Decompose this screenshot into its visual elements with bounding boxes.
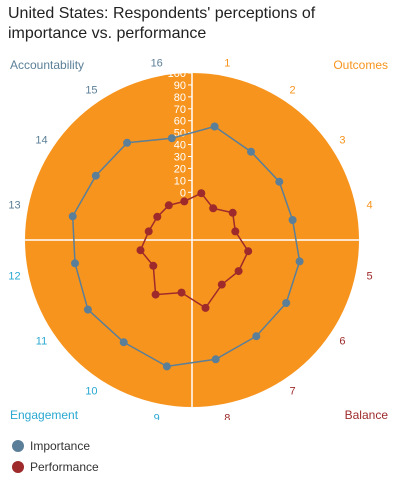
category-label: 14	[35, 134, 47, 146]
category-label: 1	[224, 57, 230, 69]
category-label: 7	[289, 385, 295, 397]
data-point-performance	[231, 227, 240, 236]
category-label: 10	[85, 385, 97, 397]
data-point-importance	[83, 305, 92, 314]
data-point-importance	[123, 138, 132, 147]
data-point-importance	[275, 177, 284, 186]
data-point-importance	[282, 299, 291, 307]
radial-tick-label: 40	[174, 140, 186, 152]
radial-tick-label: 90	[174, 80, 186, 92]
category-label: 5	[366, 270, 372, 282]
quadrant-label-outcomes: Outcomes	[333, 58, 388, 72]
legend-item-performance: Performance	[12, 460, 99, 474]
data-point-importance	[210, 122, 219, 131]
radial-tick-label: 60	[174, 116, 186, 128]
radial-tick-label: 50	[174, 128, 186, 140]
legend-swatch-importance	[12, 440, 24, 452]
radial-tick-label: 70	[174, 104, 186, 116]
data-point-importance	[119, 338, 128, 347]
category-label: 6	[339, 336, 345, 348]
category-label: 16	[151, 57, 163, 69]
data-point-importance	[211, 355, 220, 364]
radial-tick-label: 0	[180, 187, 186, 199]
category-label: 3	[339, 134, 345, 146]
category-label: 4	[366, 200, 372, 212]
data-point-importance	[91, 171, 100, 180]
data-point-performance	[136, 246, 145, 255]
data-point-performance	[177, 288, 186, 297]
data-point-importance	[68, 212, 77, 221]
category-label: 15	[85, 85, 97, 97]
data-point-performance	[244, 247, 253, 256]
data-point-importance	[167, 134, 176, 143]
data-point-importance	[162, 362, 171, 371]
radial-tick-label: 80	[174, 92, 186, 104]
category-label: 13	[8, 200, 20, 212]
category-label: 12	[8, 270, 20, 282]
data-point-importance	[295, 257, 304, 266]
category-label: 8	[224, 413, 230, 420]
data-point-performance	[180, 197, 189, 206]
radial-tick-label: 100	[168, 68, 186, 80]
data-point-importance	[252, 332, 261, 341]
category-label: 2	[289, 85, 295, 97]
data-point-performance	[234, 267, 243, 276]
category-label: 11	[36, 336, 47, 348]
radial-tick-label: 20	[174, 163, 186, 175]
legend-label-importance: Importance	[30, 439, 91, 453]
data-point-performance	[217, 280, 226, 289]
radial-tick-label: 10	[174, 175, 186, 187]
chart-title: United States: Respondents' perceptions …	[8, 5, 316, 42]
data-point-importance	[71, 259, 79, 268]
data-point-performance	[144, 227, 153, 236]
data-point-performance	[164, 201, 173, 210]
data-point-performance	[228, 208, 237, 217]
data-point-performance	[151, 290, 160, 299]
data-point-performance	[197, 189, 206, 198]
quadrant-label-accountability: Accountability	[10, 58, 85, 72]
data-point-performance	[209, 204, 218, 213]
data-point-performance	[153, 212, 162, 221]
quadrant-label-balance: Balance	[344, 408, 388, 422]
quadrant-label-engagement: Engagement	[10, 408, 79, 422]
radial-tick-label: 30	[174, 152, 186, 164]
data-point-importance	[247, 147, 255, 156]
legend-item-importance: Importance	[12, 439, 90, 453]
data-point-performance	[149, 261, 158, 270]
legend-label-performance: Performance	[30, 460, 99, 474]
category-label: 9	[154, 413, 160, 420]
data-point-importance	[288, 216, 297, 224]
data-point-performance	[201, 303, 210, 312]
legend-swatch-performance	[12, 461, 24, 473]
